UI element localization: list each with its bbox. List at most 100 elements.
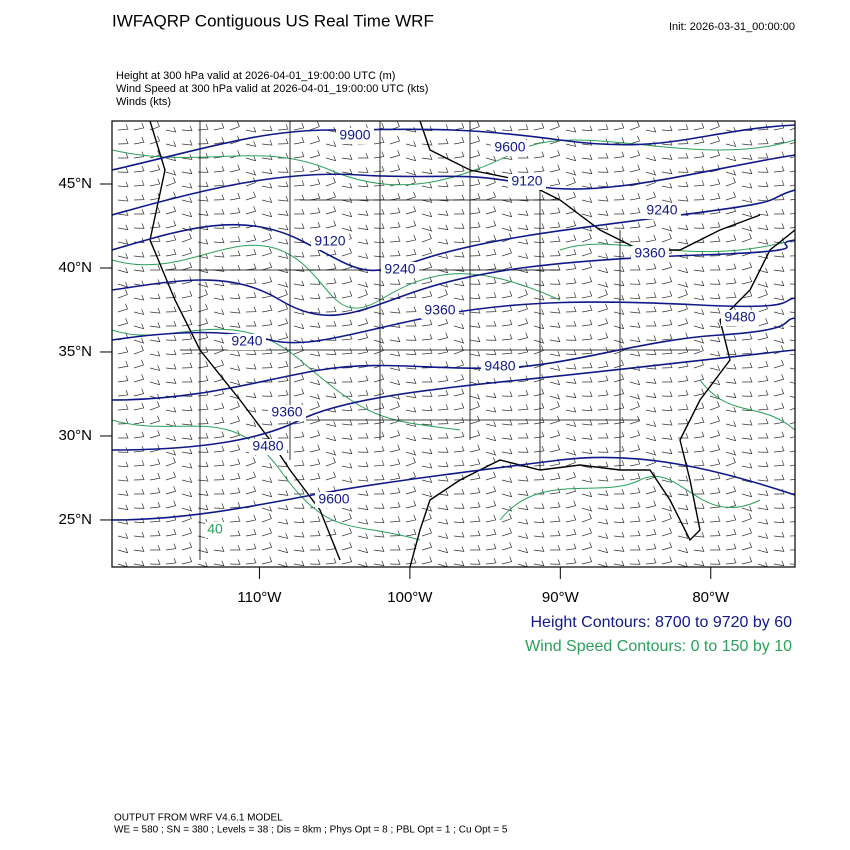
wind-barb [389,164,401,173]
wind-barb [149,401,160,411]
wind-barb [789,563,795,565]
wind-barb [133,474,145,481]
wind-barb [725,378,737,384]
wind-barb [165,292,177,299]
wind-barb [421,168,433,175]
wind-barb [693,546,705,552]
wind-barb [757,418,769,425]
wind-barb [213,560,225,567]
wind-barb [213,137,225,145]
wind-barb [565,557,577,565]
wind-barb [597,404,609,411]
wind-barb [550,264,561,271]
wind-barb [325,529,337,537]
wind-barb [310,544,321,551]
wind-barb [357,561,368,567]
wind-barb [485,449,497,456]
wind-barb [197,561,208,567]
wind-barb [325,514,337,523]
lat-label: 35°N [58,343,92,360]
label-bg [249,439,287,455]
wind-barb [405,557,417,565]
wind-barb [437,447,449,453]
wind-barb [389,379,401,386]
wind-barb [501,405,513,412]
wind-barb [453,237,465,244]
wind-barb [357,389,369,397]
wind-barb [245,421,257,427]
wind-barb [165,277,177,285]
wind-barb [261,362,273,369]
wind-barb [565,306,577,313]
wind-barb [533,237,545,244]
wind-barb [661,505,673,512]
wind-barb [389,559,401,565]
wind-barb [357,418,369,425]
wind-barb [149,207,161,215]
height-label: 9600 [318,491,349,507]
wind-barb [309,307,321,314]
wind-barb [357,253,369,259]
title: IWFAQRP Contiguous US Real Time WRF [112,11,434,30]
wind-barb [165,449,177,456]
wind-barb [373,374,385,383]
wind-barb [613,417,625,425]
wind-barb [437,332,449,341]
label-bg [381,262,419,278]
wind-barb [741,491,753,498]
wind-barb [229,415,240,425]
wind-barb [325,141,337,147]
wind-barb [725,449,737,456]
wind-barb [565,335,577,341]
wind-barb [389,530,401,537]
wind-barb [133,194,145,201]
wind-barb [182,376,193,383]
wind-barb [693,180,705,187]
wind-barb [741,505,753,512]
wind-barb [725,263,737,271]
wind-barb [197,404,209,411]
wind-barb [325,421,337,427]
wind-barb [469,178,481,187]
wind-barb [501,527,512,537]
wind-barb [789,367,795,370]
wind-barb [581,319,593,327]
wind-barb [437,318,449,327]
wind-barb [581,211,593,218]
wind-barb [709,415,720,425]
wind-barb [709,336,721,343]
wind-barb [758,432,769,439]
wind-barb [229,207,241,215]
wind-barb [117,561,128,567]
wind-barb [741,333,753,341]
wind-barb [325,292,337,299]
height-legend: Height Contours: 8700 to 9720 by 60 [530,614,792,631]
wind-barb [453,517,465,524]
wind-barb [389,365,401,371]
wind-barb [197,418,209,425]
wind-barb [293,345,304,355]
wind-barb [533,431,545,439]
wind-barb [629,293,641,300]
wind-barb [245,471,256,481]
wind-barb [405,435,417,442]
wind-barb [181,290,193,299]
wind-barb [469,150,481,159]
wind-barb [245,306,257,313]
wind-barb [293,460,305,467]
wind-barb [533,402,545,411]
wind-barb [245,292,257,299]
wind-barb [421,290,433,299]
wind-barb [773,359,784,369]
wind-barb [661,319,673,327]
wind-barb [613,460,625,467]
wind-barb [197,346,209,355]
wind-barb [517,267,529,274]
wind-barb [198,432,209,439]
wind-barb [789,521,795,523]
wind-barb [293,503,305,509]
wind-barb [357,332,369,341]
wind-barb [741,211,753,218]
wind-barb [661,527,672,537]
wind-barb [341,168,353,175]
